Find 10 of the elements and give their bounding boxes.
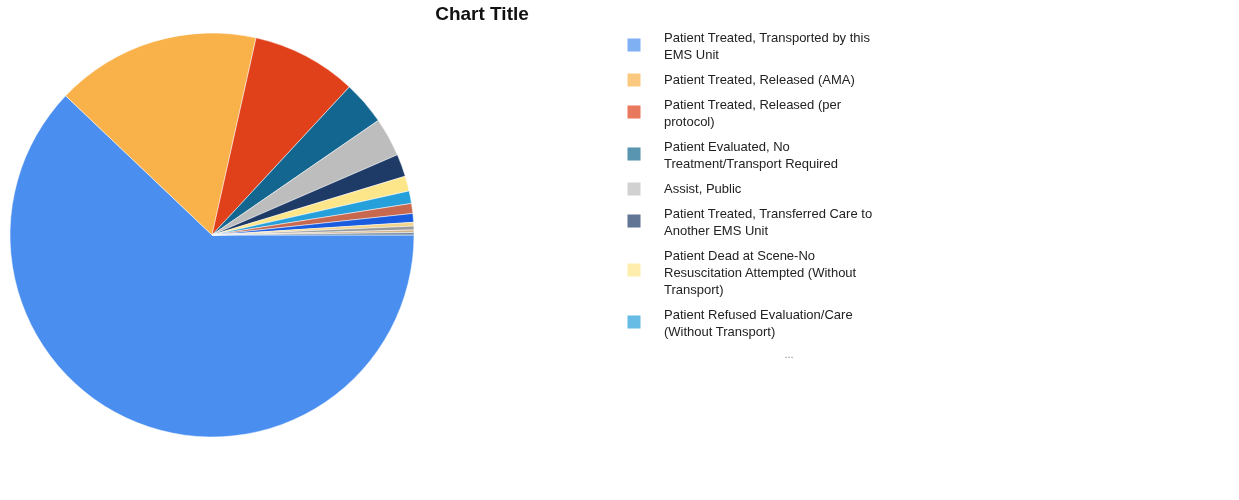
chart-title: Chart Title <box>435 3 529 24</box>
legend-label: Patient Treated, Transported by this EMS Unit <box>664 30 871 62</box>
legend-label: Patient Treated, Released (per protocol) <box>664 97 842 129</box>
legend-label: Patient Treated, Transferred Care to Another EMS Unit <box>664 206 873 238</box>
legend-label: Patient Evaluated, No Treatment/Transport Required <box>664 139 838 171</box>
legend-label: Patient Treated, Released (AMA) <box>664 72 855 87</box>
text: ... <box>784 348 794 360</box>
legend-label: Patient Dead at Scene-No Resuscitation Attempted (Without Transport) <box>664 248 857 297</box>
legend-label: Assist, Public <box>664 181 742 196</box>
legend-label: Patient Refused Evaluation/Care (Without Transport) <box>664 307 853 339</box>
